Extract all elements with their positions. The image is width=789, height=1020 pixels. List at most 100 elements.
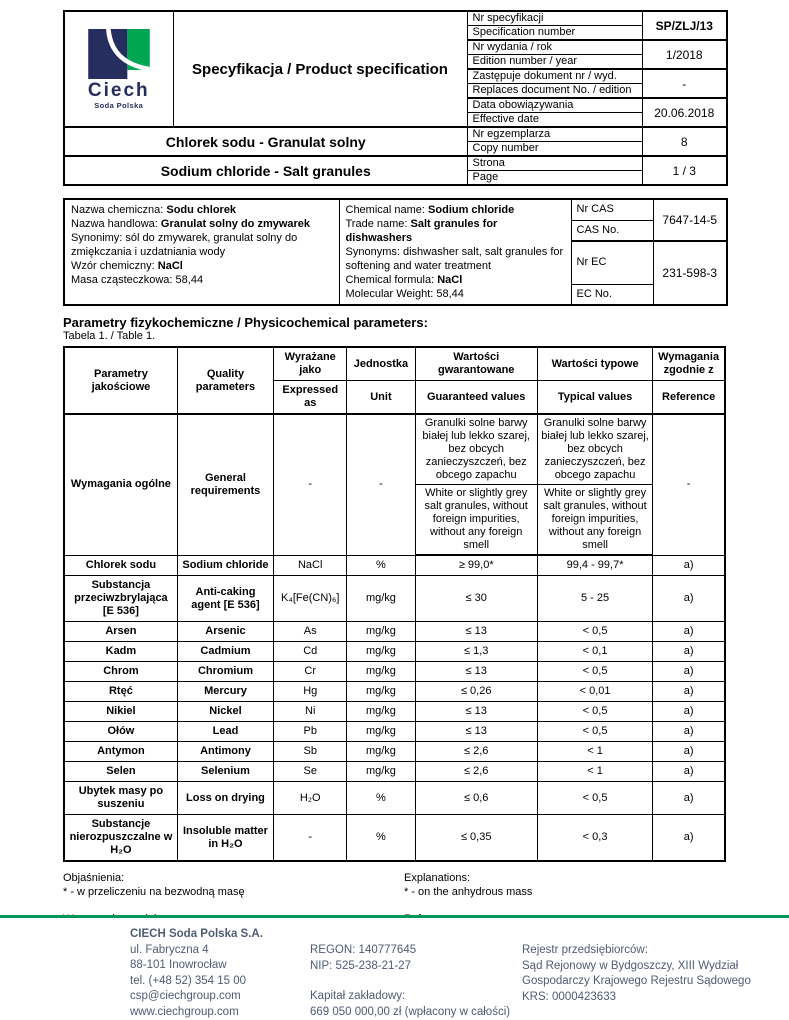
col-header-guaranteed-pl: Wartości gwarantowane bbox=[415, 347, 537, 381]
ec-label-pl: Nr EC bbox=[571, 241, 653, 284]
param-expressed-as: H₂O bbox=[274, 782, 347, 815]
meta-value-replaces: - bbox=[642, 69, 727, 98]
parameter-row: Antymon Antimony Sb mg/kg ≤ 2,6 < 1 a) bbox=[64, 742, 725, 762]
general-requirements-row: Wymagania ogólne General requirements - … bbox=[64, 414, 725, 485]
footer-registration-block: REGON: 140777645 NIP: 525-238-21-27 Kapi… bbox=[310, 927, 522, 1020]
synonyms-pl-line: Synonimy: sól do zmywarek, granulat soln… bbox=[71, 231, 333, 259]
formula-pl-line: Wzór chemiczny: NaCl bbox=[71, 259, 333, 273]
footer-company-block: CIECH Soda Polska S.A. ul. Fabryczna 4 8… bbox=[130, 927, 310, 1020]
footer-registry-title: Rejestr przedsiębiorców: bbox=[522, 943, 789, 959]
param-guaranteed-value: ≤ 13 bbox=[415, 702, 537, 722]
synonyms-en-line: Synonyms: dishwasher salt, salt granules… bbox=[346, 245, 565, 273]
meta-label-en: Page bbox=[467, 171, 642, 186]
footer-company-name: CIECH Soda Polska S.A. bbox=[130, 927, 310, 943]
cas-label-en: CAS No. bbox=[571, 220, 653, 241]
param-name-en: Loss on drying bbox=[177, 782, 273, 815]
param-guaranteed-value: ≤ 0,26 bbox=[415, 682, 537, 702]
param-reference: a) bbox=[653, 702, 725, 722]
general-guaranteed-pl: Granulki solne barwy białej lub lekko sz… bbox=[415, 414, 537, 485]
param-unit: mg/kg bbox=[347, 702, 415, 722]
param-name-pl: Nikiel bbox=[64, 702, 177, 722]
molecular-weight-en-line: Molecular Weight: 58,44 bbox=[346, 287, 565, 301]
general-expressed-as: - bbox=[274, 414, 347, 555]
col-header-typical-en: Typical values bbox=[537, 381, 652, 415]
parameter-row: Nikiel Nickel Ni mg/kg ≤ 13 < 0,5 a) bbox=[64, 702, 725, 722]
param-name-pl: Ołów bbox=[64, 722, 177, 742]
param-name-pl: Substancja przeciwzbrylająca [E 536] bbox=[64, 576, 177, 622]
col-header-expressed-en: Expressed as bbox=[274, 381, 347, 415]
meta-label-en: Replaces document No. / edition bbox=[467, 84, 642, 99]
footer-website: www.ciechgroup.com bbox=[130, 1005, 310, 1020]
param-name-pl: Substancje nierozpuszczalne w H₂O bbox=[64, 815, 177, 862]
param-typical-value: < 0,5 bbox=[537, 702, 652, 722]
product-name-pl: Chlorek sodu - Granulat solny bbox=[64, 127, 467, 156]
param-typical-value: < 1 bbox=[537, 742, 652, 762]
param-name-en: Anti-caking agent [E 536] bbox=[177, 576, 273, 622]
param-name-en: Nickel bbox=[177, 702, 273, 722]
param-name-en: Cadmium bbox=[177, 642, 273, 662]
section-heading: Parametry fizykochemiczne / Physicochemi… bbox=[63, 315, 726, 343]
param-reference: a) bbox=[653, 662, 725, 682]
param-reference: a) bbox=[653, 742, 725, 762]
ciech-logo-icon bbox=[88, 29, 150, 79]
param-name-en: Insoluble matter in H₂O bbox=[177, 815, 273, 862]
param-guaranteed-value: ≤ 2,6 bbox=[415, 742, 537, 762]
general-name-pl: Wymagania ogólne bbox=[64, 414, 177, 555]
param-guaranteed-value: ≤ 0,6 bbox=[415, 782, 537, 815]
trade-name-en-line: Trade name: Salt granules for dishwasher… bbox=[346, 217, 565, 245]
identity-block-en: Chemical name: Sodium chloride Trade nam… bbox=[339, 199, 571, 305]
molecular-weight-pl-line: Masa cząsteczkowa: 58,44 bbox=[71, 273, 333, 287]
ec-number-value: 231-598-3 bbox=[653, 241, 727, 305]
meta-value-effective-date: 20.06.2018 bbox=[642, 98, 727, 127]
param-unit: mg/kg bbox=[347, 722, 415, 742]
param-typical-value: 5 - 25 bbox=[537, 576, 652, 622]
param-reference: a) bbox=[653, 682, 725, 702]
param-typical-value: 99,4 - 99,7* bbox=[537, 555, 652, 576]
parameter-row: Arsen Arsenic As mg/kg ≤ 13 < 0,5 a) bbox=[64, 622, 725, 642]
cas-number-value: 7647-14-5 bbox=[653, 199, 727, 241]
document-header-table: Ciech Soda Polska Specyfikacja / Product… bbox=[63, 10, 728, 186]
param-expressed-as: Hg bbox=[274, 682, 347, 702]
meta-label-pl: Nr specyfikacji bbox=[467, 11, 642, 26]
general-guaranteed-en: White or slightly grey salt granules, wi… bbox=[415, 485, 537, 556]
param-unit: % bbox=[347, 555, 415, 576]
logo-subbrand-text: Soda Polska bbox=[69, 101, 169, 110]
meta-label-en: Copy number bbox=[467, 142, 642, 157]
param-name-pl: Ubytek masy po suszeniu bbox=[64, 782, 177, 815]
param-typical-value: < 1 bbox=[537, 762, 652, 782]
general-name-en: General requirements bbox=[177, 414, 273, 555]
param-expressed-as: NaCl bbox=[274, 555, 347, 576]
identity-block-pl: Nazwa chemiczna: Sodu chlorek Nazwa hand… bbox=[64, 199, 339, 305]
param-reference: a) bbox=[653, 576, 725, 622]
general-typical-pl: Granulki solne barwy białej lub lekko sz… bbox=[537, 414, 652, 485]
footer-regon: REGON: 140777645 bbox=[310, 943, 522, 959]
explanations-title-en: Explanations: bbox=[404, 871, 726, 885]
param-name-pl: Chrom bbox=[64, 662, 177, 682]
param-guaranteed-value: ≤ 0,35 bbox=[415, 815, 537, 862]
param-name-en: Selenium bbox=[177, 762, 273, 782]
parameter-row: Chrom Chromium Cr mg/kg ≤ 13 < 0,5 a) bbox=[64, 662, 725, 682]
param-name-pl: Antymon bbox=[64, 742, 177, 762]
parameter-row: Chlorek sodu Sodium chloride NaCl % ≥ 99… bbox=[64, 555, 725, 576]
param-expressed-as: As bbox=[274, 622, 347, 642]
general-unit: - bbox=[347, 414, 415, 555]
trade-name-pl-line: Nazwa handlowa: Granulat solny do zmywar… bbox=[71, 217, 333, 231]
param-unit: mg/kg bbox=[347, 682, 415, 702]
param-name-pl: Selen bbox=[64, 762, 177, 782]
col-header-reference-pl: Wymagania zgodnie z bbox=[653, 347, 725, 381]
meta-value-spec-number: SP/ZLJ/13 bbox=[642, 11, 727, 40]
explanation-en: * - on the anhydrous mass bbox=[404, 885, 726, 899]
param-unit: % bbox=[347, 815, 415, 862]
chemical-name-en-line: Chemical name: Sodium chloride bbox=[346, 203, 565, 217]
parameter-row: Substancje nierozpuszczalne w H₂O Insolu… bbox=[64, 815, 725, 862]
param-name-en: Antimony bbox=[177, 742, 273, 762]
meta-label-en: Effective date bbox=[467, 113, 642, 128]
col-header-unit-pl: Jednostka bbox=[347, 347, 415, 381]
footer-address-line1: ul. Fabryczna 4 bbox=[130, 943, 310, 959]
general-typical-en: White or slightly grey salt granules, wi… bbox=[537, 485, 652, 556]
footer-phone: tel. (+48 52) 354 15 00 bbox=[130, 974, 310, 990]
param-guaranteed-value: ≥ 99,0* bbox=[415, 555, 537, 576]
meta-label-pl: Strona bbox=[467, 156, 642, 171]
param-reference: a) bbox=[653, 622, 725, 642]
parameter-row: Ołów Lead Pb mg/kg ≤ 13 < 0,5 a) bbox=[64, 722, 725, 742]
